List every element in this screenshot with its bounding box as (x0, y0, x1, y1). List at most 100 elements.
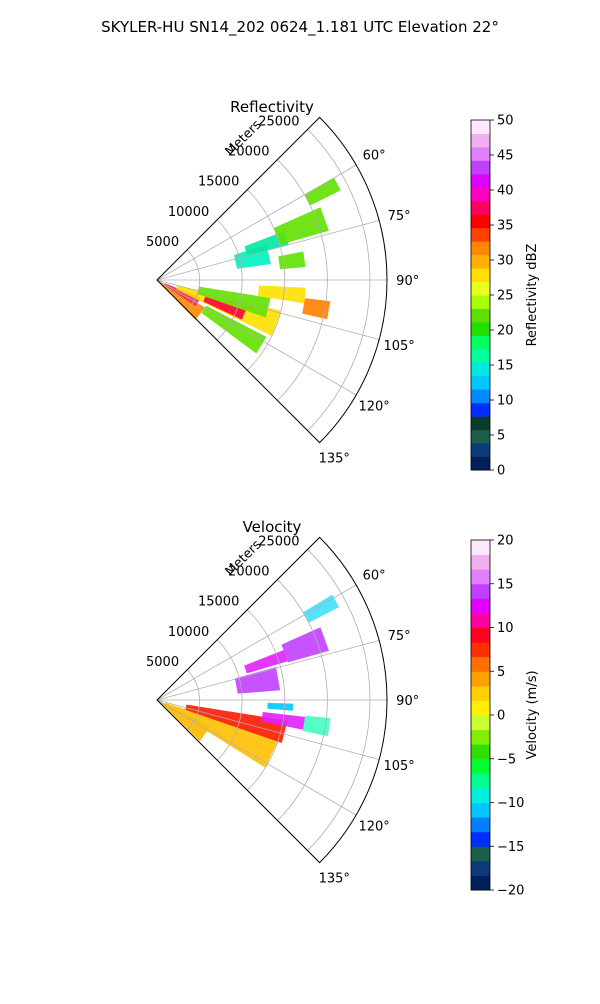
echo-region (267, 702, 294, 711)
colorbar-segment (471, 429, 490, 444)
colorbar-segment (471, 656, 490, 672)
echo-region (234, 666, 281, 694)
colorbar-label: Reflectivity dBZ (525, 244, 540, 347)
colorbar-segment (471, 389, 490, 404)
colorbar-segment (471, 831, 490, 847)
colorbar-segment (471, 173, 490, 188)
colorbar-segment (471, 375, 490, 390)
angle-tick-label: 135° (319, 451, 350, 466)
colorbar-tick-label: 0 (497, 464, 505, 479)
echo-region (278, 251, 306, 270)
colorbar-tick-label: 5 (497, 429, 505, 444)
colorbar-tick-label: 25 (497, 289, 514, 304)
echo-region (302, 715, 331, 737)
colorbar-tick-label: 10 (497, 621, 514, 636)
colorbar-segment (471, 281, 490, 296)
colorbar-tick-label: 50 (497, 114, 514, 129)
colorbar-segment (471, 700, 490, 716)
colorbar-segment (471, 187, 490, 202)
colorbar-tick-label: 20 (497, 324, 514, 339)
colorbar-segment (471, 569, 490, 585)
colorbar-segment (471, 416, 490, 431)
angle-tick-label: 90° (396, 274, 419, 289)
colorbar-segment (471, 685, 490, 701)
colorbar-tick-label: 30 (497, 254, 514, 269)
echo-region (157, 700, 211, 742)
colorbar-tick-label: 15 (497, 359, 514, 374)
colorbar-tick-label: 40 (497, 184, 514, 199)
colorbar-segment (471, 321, 490, 336)
echo-region (302, 298, 331, 320)
colorbar-segment (471, 133, 490, 148)
colorbar-segment (471, 715, 490, 731)
colorbar-segment (471, 308, 490, 323)
colorbar-segment (471, 583, 490, 599)
radial-tick-label: 25000 (258, 534, 299, 549)
colorbar-segment (471, 254, 490, 269)
radial-tick-label: 20000 (228, 145, 269, 160)
colorbar-segment (471, 817, 490, 833)
colorbar-segment (471, 671, 490, 687)
colorbar-segment (471, 612, 490, 628)
colorbar-segment (471, 787, 490, 803)
colorbar-tick-label: −10 (497, 796, 524, 811)
angle-tick-label: 60° (363, 149, 386, 164)
echo-region (303, 594, 340, 623)
echo-region (281, 627, 329, 663)
colorbar-segment (471, 402, 490, 417)
angle-tick-label: 105° (383, 339, 414, 354)
colorbar-tick-label: 15 (497, 577, 514, 592)
colorbar-segment (471, 348, 490, 363)
echo-region (164, 702, 279, 768)
panel-title: Velocity (243, 518, 302, 536)
radial-tick-label: 5000 (146, 235, 179, 250)
colorbar-segment (471, 875, 490, 891)
colorbar-segment (471, 846, 490, 862)
azimuth-spoke (156, 640, 380, 701)
colorbar-tick-label: 45 (497, 149, 514, 164)
echo-region (273, 207, 329, 245)
colorbar-tick-label: 10 (497, 394, 514, 409)
colorbar-segment (471, 362, 490, 377)
colorbar-segment (471, 554, 490, 570)
azimuth-spoke (156, 279, 380, 340)
colorbar-segment (471, 227, 490, 242)
azimuth-spoke (156, 699, 357, 816)
colorbar-tick-label: 35 (497, 219, 514, 234)
echo-region (197, 286, 271, 318)
radial-tick-label: 15000 (198, 595, 239, 610)
azimuth-spoke (156, 279, 357, 396)
colorbar-segment (471, 268, 490, 283)
colorbar-segment (471, 860, 490, 876)
colorbar-tick-label: −20 (497, 884, 524, 899)
azimuth-spoke (156, 584, 357, 701)
echo-region (304, 177, 341, 206)
echo-region (201, 305, 267, 354)
colorbar-segment (471, 443, 490, 458)
colorbar-segment (471, 120, 490, 134)
radial-tick-label: 5000 (146, 655, 179, 670)
radial-tick-label: 15000 (198, 175, 239, 190)
angle-tick-label: 60° (363, 569, 386, 584)
colorbar-tick-label: 0 (497, 709, 505, 724)
azimuth-spoke (156, 220, 380, 281)
colorbar-segment (471, 160, 490, 175)
figure-title: SKYLER-HU SN14_202 0624_1.181 UTC Elevat… (101, 18, 499, 37)
colorbar-tick-label: −5 (497, 752, 516, 767)
angle-tick-label: 105° (383, 759, 414, 774)
reflectivity-panel: Reflectivity500010000150002000025000Mete… (146, 98, 540, 479)
colorbar-tick-label: 20 (497, 534, 514, 549)
colorbar-segment (471, 456, 490, 471)
panel-title: Reflectivity (230, 98, 314, 116)
radial-tick-label: 25000 (258, 114, 299, 129)
radial-tick-label: 10000 (168, 205, 209, 220)
angle-tick-label: 75° (388, 629, 411, 644)
colorbar-segment (471, 214, 490, 229)
echo-region (157, 280, 205, 320)
colorbar-segment (471, 744, 490, 760)
colorbar-segment (471, 642, 490, 658)
colorbar-segment (471, 200, 490, 215)
colorbar-segment (471, 598, 490, 614)
